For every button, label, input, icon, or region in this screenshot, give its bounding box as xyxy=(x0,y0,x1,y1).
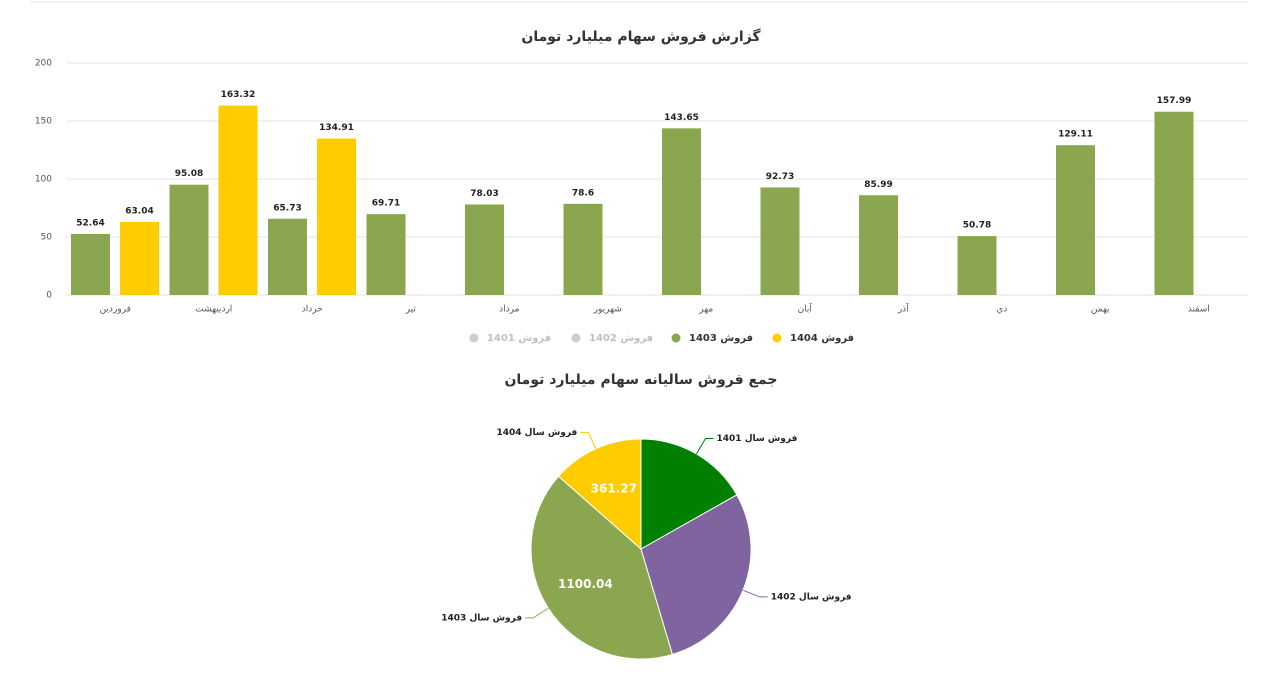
legend-marker xyxy=(772,333,782,343)
legend-label: فروش 1403 xyxy=(689,333,753,344)
pie-chart-title: جمع فروش سالیانه سهام میلیارد تومان xyxy=(504,372,777,388)
pie-slice xyxy=(557,438,642,551)
legend-label: فروش 1404 xyxy=(790,333,854,344)
x-tick-label: دي xyxy=(996,305,1007,315)
bar xyxy=(465,204,504,295)
bar xyxy=(1056,145,1095,295)
label-connector xyxy=(525,607,549,619)
data-label: 143.65 xyxy=(664,113,699,123)
legend-marker xyxy=(571,333,581,343)
label-connector xyxy=(580,431,597,449)
y-tick-label: 0 xyxy=(46,291,52,301)
pie-slice xyxy=(530,475,673,660)
bar xyxy=(169,184,209,295)
legend-label: فروش 1402 xyxy=(589,333,653,344)
x-tick-label: تیر xyxy=(405,305,417,315)
label-connector xyxy=(742,589,768,598)
x-tick-label: فروردین xyxy=(100,305,131,315)
data-label: 65.73 xyxy=(273,203,301,213)
data-label: 95.08 xyxy=(175,169,203,179)
bar xyxy=(1154,111,1194,295)
x-tick-label: بهمن xyxy=(1091,305,1110,315)
x-tick-label: شهریور xyxy=(593,305,622,315)
slice-label: فروش سال 1402 xyxy=(771,592,852,602)
data-label: 129.11 xyxy=(1058,130,1093,140)
bar xyxy=(957,236,997,295)
label-connector xyxy=(696,437,714,455)
bar xyxy=(317,138,356,295)
data-label: 157.99 xyxy=(1157,96,1192,106)
x-tick-label: آبان xyxy=(798,303,813,315)
legend-marker xyxy=(469,333,479,343)
bar xyxy=(563,203,603,295)
y-tick-label: 150 xyxy=(35,117,52,127)
y-tick-label: 50 xyxy=(41,233,53,243)
bar xyxy=(268,218,307,295)
x-tick-label: اسفند xyxy=(1188,305,1210,315)
data-label: 50.78 xyxy=(963,221,991,231)
x-tick-label: خرداد xyxy=(302,305,323,315)
data-label: 52.64 xyxy=(76,218,104,228)
slice-label: فروش سال 1403 xyxy=(441,613,522,623)
slice-label: فروش سال 1401 xyxy=(717,434,798,444)
data-label: 163.32 xyxy=(221,90,256,100)
bar xyxy=(366,214,406,295)
slice-value: 1100.04 xyxy=(558,577,613,591)
slice-label: فروش سال 1404 xyxy=(496,428,577,438)
x-tick-label: اردیبهشت xyxy=(195,305,232,315)
data-label: 69.71 xyxy=(372,199,400,209)
legend-marker xyxy=(671,333,681,343)
bar xyxy=(218,105,258,295)
x-tick-label: آذر xyxy=(897,303,909,315)
x-tick-label: مرداد xyxy=(499,305,519,315)
bar xyxy=(662,128,701,295)
legend-label: فروش 1401 xyxy=(487,333,551,344)
bar xyxy=(859,195,898,295)
x-tick-label: مهر xyxy=(698,305,713,315)
pie-slice xyxy=(640,494,752,656)
slice-value: 361.27 xyxy=(591,481,637,495)
data-label: 78.6 xyxy=(572,188,594,198)
data-label: 85.99 xyxy=(864,180,892,190)
pie-slice xyxy=(640,438,738,550)
bar xyxy=(120,221,159,295)
bar xyxy=(760,187,800,295)
data-label: 134.91 xyxy=(319,123,354,133)
data-label: 78.03 xyxy=(470,189,498,199)
bar-chart-title: گزارش فروش سهام میلیارد تومان xyxy=(521,28,761,45)
data-label: 63.04 xyxy=(125,206,153,216)
data-label: 92.73 xyxy=(766,172,794,182)
y-tick-label: 100 xyxy=(35,175,52,185)
bar xyxy=(71,233,110,295)
y-tick-label: 200 xyxy=(35,59,52,69)
